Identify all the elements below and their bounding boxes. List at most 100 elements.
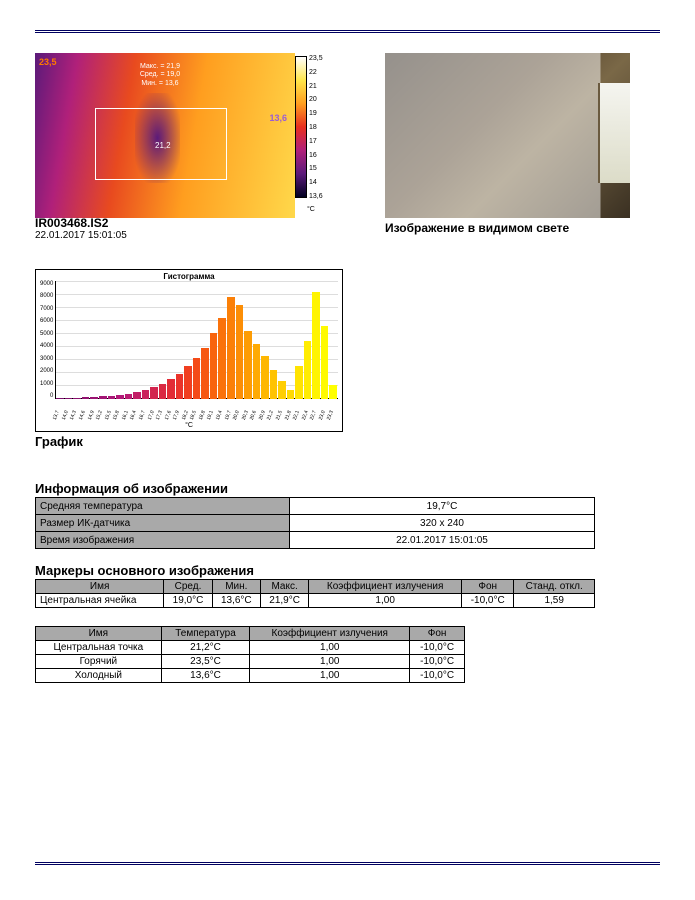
histogram-bar bbox=[150, 387, 158, 399]
histogram-bar bbox=[244, 331, 252, 399]
info-section-title: Информация об изображении bbox=[35, 481, 660, 496]
thermal-image: 23,5 13,6 Макс. = 21,9 Сред. = 19,0 Мин.… bbox=[35, 53, 295, 218]
histogram-bar bbox=[73, 398, 81, 399]
histogram-y-axis: 9000800070006000500040003000200010000 bbox=[40, 281, 55, 399]
histogram-bar bbox=[201, 348, 209, 399]
histogram-bar bbox=[82, 397, 90, 399]
histogram-bar bbox=[227, 297, 235, 399]
thermal-scale-tick: 14 bbox=[309, 179, 323, 186]
histogram-bar bbox=[108, 396, 116, 399]
histogram-bar bbox=[167, 379, 175, 399]
histogram-bar bbox=[218, 318, 226, 399]
histogram-bar bbox=[116, 395, 124, 399]
histogram-bar bbox=[287, 390, 295, 399]
thermal-scale-tick: 21 bbox=[309, 83, 323, 90]
markers-header: Фон bbox=[462, 580, 514, 594]
histogram-bar bbox=[321, 326, 329, 399]
thermal-colorbar: 23,522212019181716151413,6 bbox=[295, 53, 325, 218]
histogram-ytick: 7000 bbox=[40, 306, 53, 312]
histogram-bar bbox=[261, 356, 269, 399]
histogram-bar bbox=[210, 333, 218, 399]
thermal-stats-avg: Сред. = 19,0 bbox=[115, 71, 205, 79]
histogram-bar bbox=[56, 398, 64, 399]
info-value: 19,7°C bbox=[290, 498, 595, 515]
points-table: ИмяТемператураКоэффициент излученияФонЦе… bbox=[35, 626, 465, 683]
histogram-ytick: 3000 bbox=[40, 356, 53, 362]
histogram-bar bbox=[65, 398, 73, 399]
markers-header: Сред. bbox=[164, 580, 212, 594]
histogram-bar bbox=[329, 385, 337, 399]
histogram-bar bbox=[304, 341, 312, 399]
thermal-center-point: 21,2 bbox=[155, 141, 171, 150]
info-label: Средняя температура bbox=[36, 498, 290, 515]
info-table: Средняя температура19,7°CРазмер ИК-датчи… bbox=[35, 497, 595, 549]
info-section: Информация об изображении Средняя темпер… bbox=[35, 481, 660, 549]
histogram-bar bbox=[99, 396, 107, 399]
histogram-ytick: 6000 bbox=[40, 318, 53, 324]
histogram-bar bbox=[236, 305, 244, 399]
thermal-scale-tick: 22 bbox=[309, 69, 323, 76]
thermal-stats-max: Макс. = 21,9 bbox=[115, 63, 205, 71]
points-cell: Горячий bbox=[36, 655, 162, 669]
histogram-bar bbox=[184, 366, 192, 399]
thermal-stats-min: Мин. = 13,6 bbox=[115, 80, 205, 88]
points-cell: -10,0°C bbox=[410, 655, 465, 669]
histogram-bar bbox=[90, 397, 98, 399]
histogram-x-axis: 13,714,014,314,614,915,215,515,816,116,4… bbox=[55, 401, 338, 421]
markers-cell: -10,0°C bbox=[462, 594, 514, 608]
top-rule bbox=[35, 30, 660, 33]
histogram-bar bbox=[312, 292, 320, 400]
thermal-timestamp: 22.01.2017 15:01:05 bbox=[35, 230, 335, 241]
histogram-bar bbox=[142, 390, 150, 399]
markers-table: ИмяСред.Мин.Макс.Коэффициент излученияФо… bbox=[35, 579, 595, 608]
markers-cell: 1,59 bbox=[514, 594, 595, 608]
points-cell: 13,6°C bbox=[161, 669, 250, 683]
images-row: 23,5 13,6 Макс. = 21,9 Сред. = 19,0 Мин.… bbox=[35, 53, 660, 241]
histogram-bars bbox=[55, 281, 338, 399]
points-header: Коэффициент излучения bbox=[250, 627, 410, 641]
histogram-xlabel: °C bbox=[40, 422, 338, 429]
points-cell: Центральная точка bbox=[36, 641, 162, 655]
histogram-ytick: 2000 bbox=[40, 368, 53, 374]
markers-cell: Центральная ячейка bbox=[36, 594, 164, 608]
thermal-hot-label: 23,5 bbox=[39, 57, 57, 67]
thermal-scale-tick: 23,5 bbox=[309, 55, 323, 62]
info-value: 320 x 240 bbox=[290, 515, 595, 532]
markers-header: Станд. откл. bbox=[514, 580, 595, 594]
markers-header: Коэффициент излучения bbox=[309, 580, 462, 594]
histogram-ytick: 1000 bbox=[40, 381, 53, 387]
visible-block: Изображение в видимом свете bbox=[385, 53, 630, 241]
markers-cell: 21,9°C bbox=[260, 594, 308, 608]
markers-section: Маркеры основного изображения ИмяСред.Ми… bbox=[35, 563, 660, 608]
histogram-ytick: 8000 bbox=[40, 293, 53, 299]
points-cell: 23,5°C bbox=[161, 655, 250, 669]
points-cell: Холодный bbox=[36, 669, 162, 683]
histogram-bar bbox=[270, 370, 278, 399]
thermal-scale-tick: 20 bbox=[309, 96, 323, 103]
markers-cell: 13,6°C bbox=[212, 594, 260, 608]
points-cell: -10,0°C bbox=[410, 641, 465, 655]
info-label: Размер ИК-датчика bbox=[36, 515, 290, 532]
points-cell: 1,00 bbox=[250, 641, 410, 655]
histogram-title: Гистограмма bbox=[40, 272, 338, 281]
markers-header: Мин. bbox=[212, 580, 260, 594]
histogram-bar bbox=[253, 344, 261, 399]
points-cell: 21,2°C bbox=[161, 641, 250, 655]
histogram-ytick: 0 bbox=[40, 393, 53, 399]
points-header: Фон bbox=[410, 627, 465, 641]
info-label: Время изображения bbox=[36, 532, 290, 549]
info-value: 22.01.2017 15:01:05 bbox=[290, 532, 595, 549]
histogram-bar bbox=[278, 381, 286, 399]
histogram-bar bbox=[295, 366, 303, 399]
points-cell: 1,00 bbox=[250, 669, 410, 683]
visible-image bbox=[385, 53, 630, 218]
thermal-stats: Макс. = 21,9 Сред. = 19,0 Мин. = 13,6 bbox=[115, 63, 205, 88]
histogram-bar bbox=[133, 392, 141, 399]
thermal-block: 23,5 13,6 Макс. = 21,9 Сред. = 19,0 Мин.… bbox=[35, 53, 335, 241]
histogram-caption: График bbox=[35, 434, 343, 449]
histogram-ytick: 5000 bbox=[40, 331, 53, 337]
markers-header: Макс. bbox=[260, 580, 308, 594]
thermal-scale-tick: 16 bbox=[309, 152, 323, 159]
visible-image-label: Изображение в видимом свете bbox=[385, 221, 630, 235]
histogram-ytick: 9000 bbox=[40, 281, 53, 287]
